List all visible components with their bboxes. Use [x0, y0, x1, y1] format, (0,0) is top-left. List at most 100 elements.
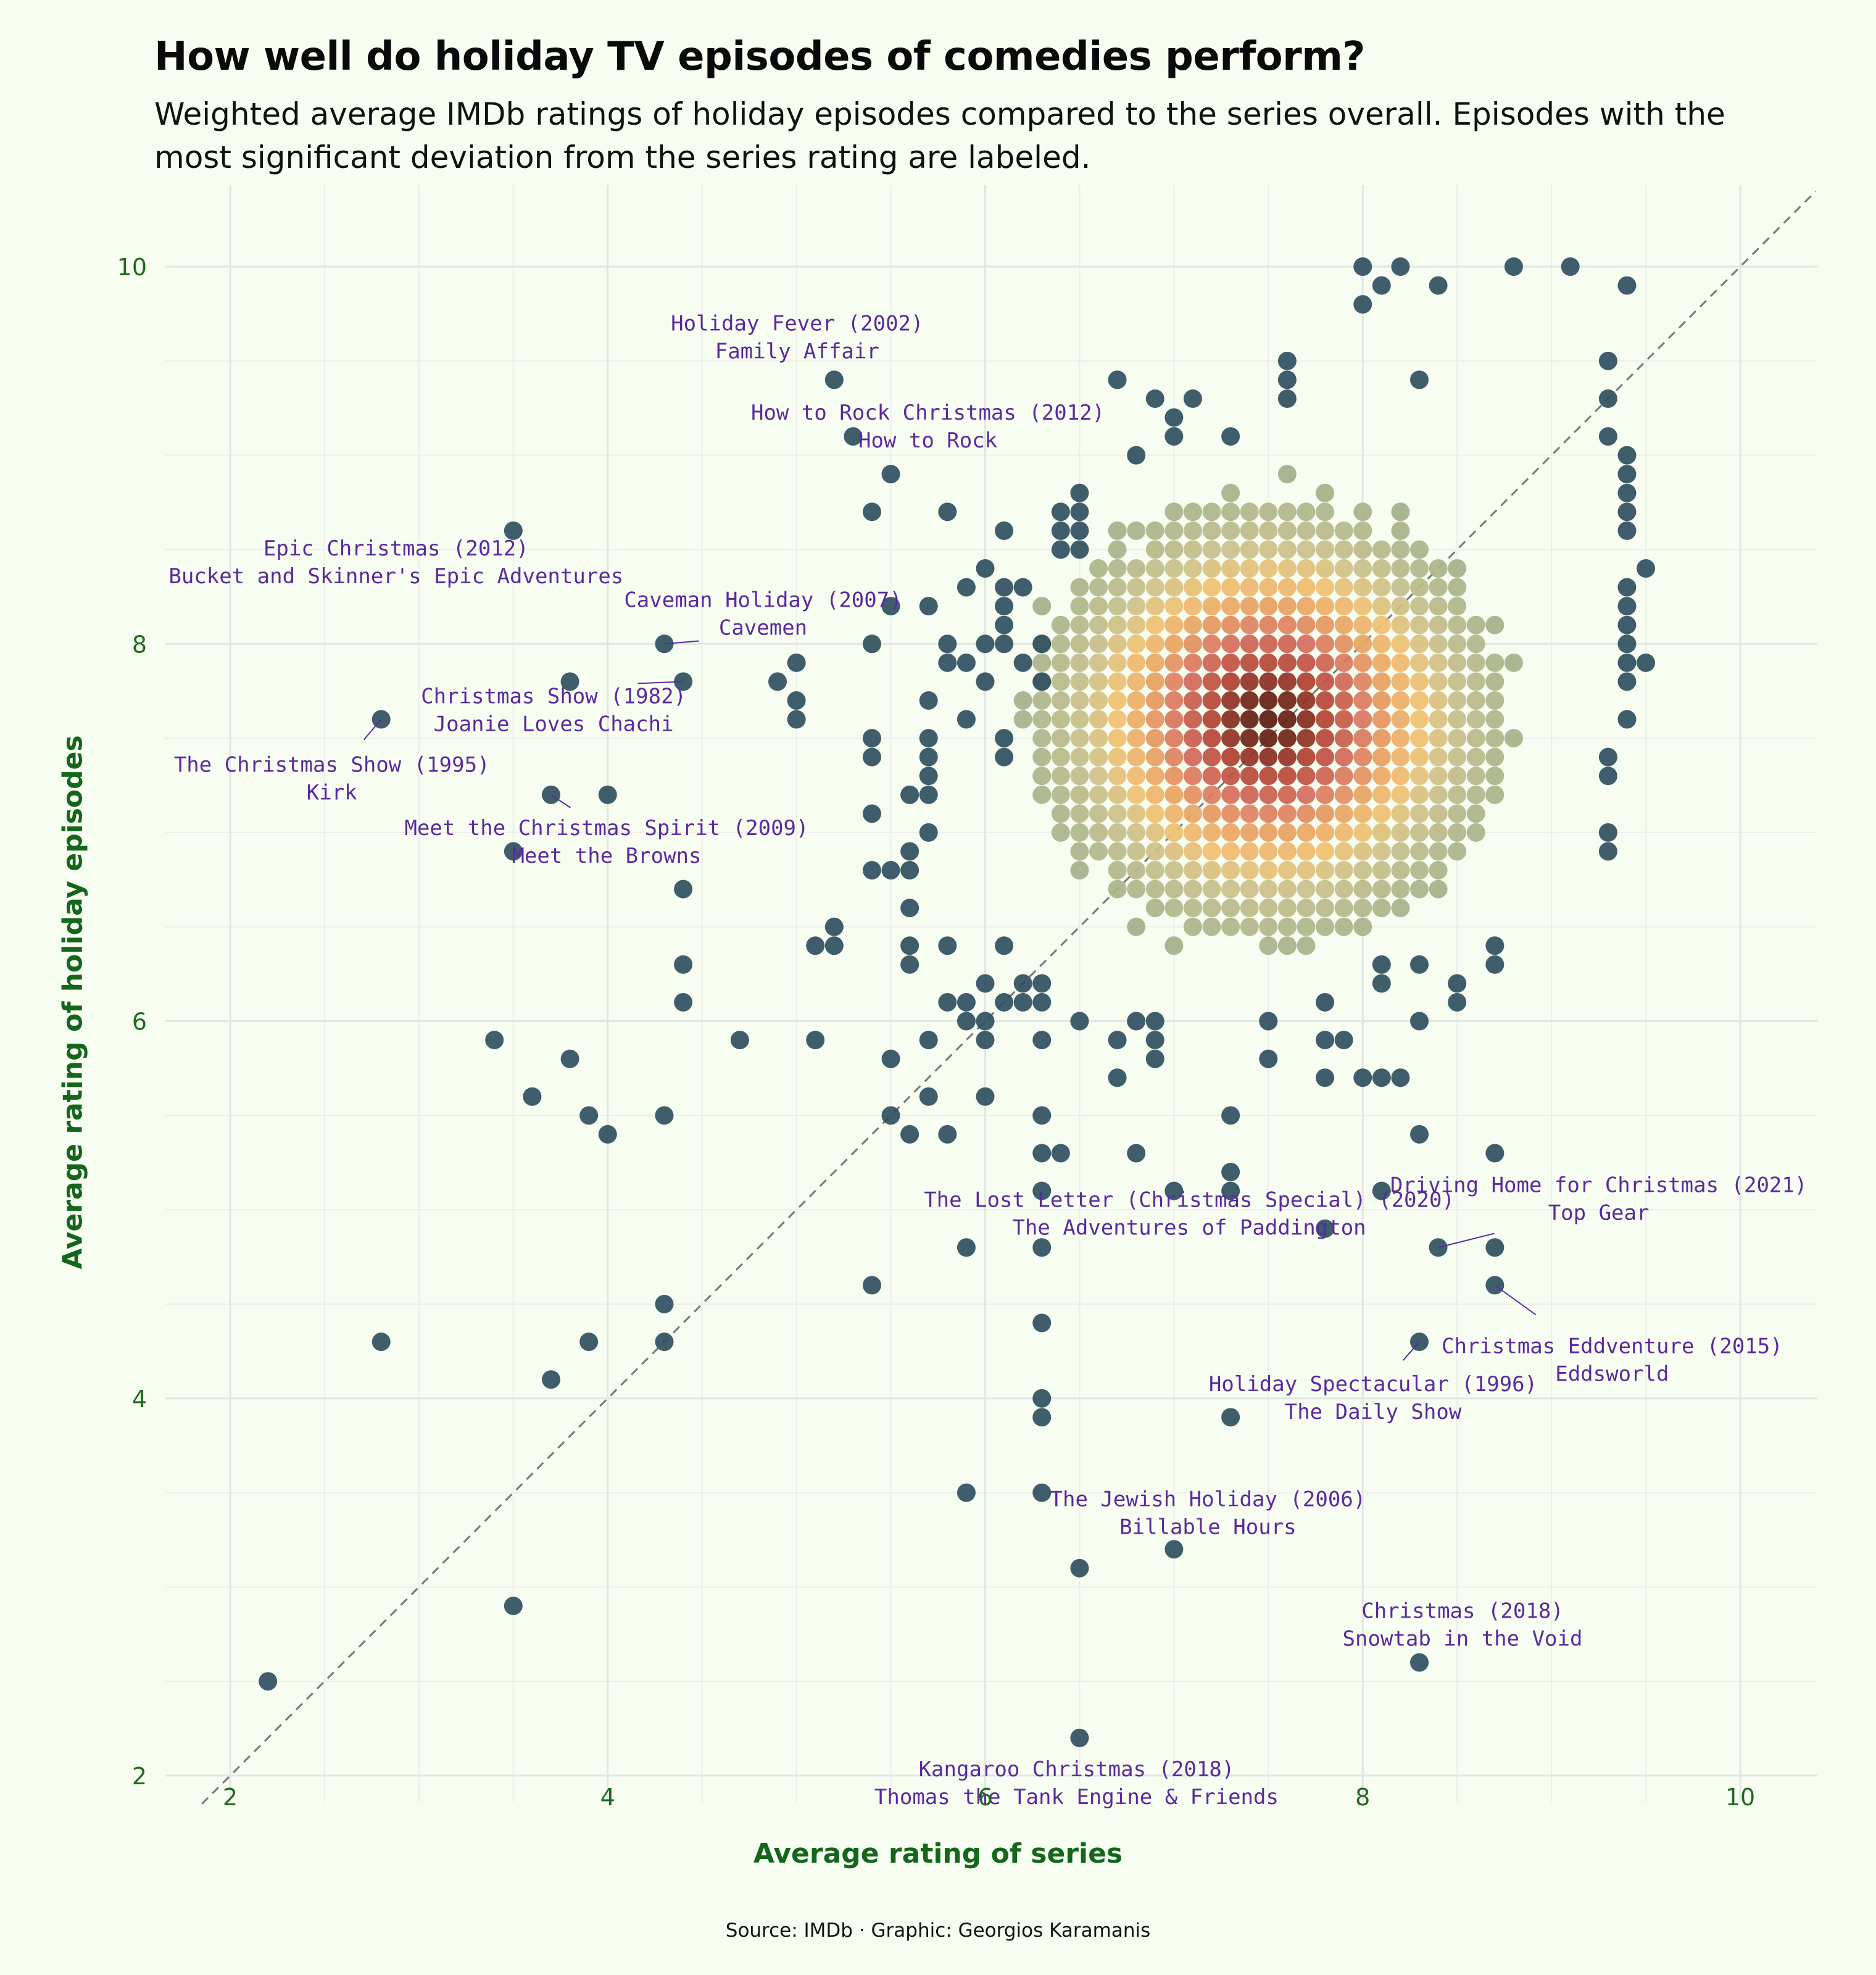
density-point — [1466, 634, 1485, 654]
episode-point — [1617, 465, 1637, 484]
density-point — [1277, 691, 1297, 710]
density-point — [1334, 861, 1353, 879]
density-point — [1277, 653, 1297, 672]
episode-point — [1598, 427, 1617, 446]
density-point — [1127, 823, 1146, 842]
episode-point — [1617, 578, 1637, 597]
density-point — [1259, 559, 1278, 578]
density-point — [1259, 578, 1278, 597]
density-point — [1127, 615, 1146, 634]
episode-point — [862, 634, 881, 654]
density-point — [1504, 729, 1523, 748]
episode-point — [1410, 1125, 1429, 1144]
density-point — [1316, 729, 1335, 748]
density-point — [1372, 559, 1391, 578]
density-point — [1108, 559, 1127, 578]
episode-point — [1032, 1408, 1052, 1427]
episode-point — [1353, 257, 1372, 276]
annotation-series: Bucket and Skinner's Epic Adventures — [168, 564, 623, 589]
density-point — [1183, 879, 1202, 899]
density-point — [1221, 747, 1240, 767]
density-point — [1202, 540, 1221, 559]
density-point — [1145, 615, 1164, 634]
density-point — [1202, 502, 1221, 522]
density-point — [1316, 747, 1335, 767]
episode-point — [1353, 1068, 1372, 1087]
density-point — [1429, 634, 1448, 654]
density-point — [1089, 785, 1108, 804]
density-point — [1089, 653, 1108, 672]
annotation-series: Thomas the Tank Engine & Friends — [874, 1785, 1279, 1810]
episode-point — [862, 804, 881, 823]
annotation-leader — [550, 794, 571, 809]
density-point — [1353, 710, 1372, 729]
density-point — [1070, 804, 1089, 823]
episode-point — [900, 1125, 919, 1144]
density-point — [1316, 653, 1335, 672]
density-point — [1277, 917, 1297, 936]
density-point — [1202, 521, 1221, 540]
density-point — [1353, 747, 1372, 767]
density-point — [1316, 502, 1335, 522]
episode-point — [1485, 1238, 1505, 1257]
density-point — [1259, 767, 1278, 786]
density-point — [1089, 729, 1108, 748]
episode-point — [976, 672, 995, 691]
episode-point — [1221, 1181, 1240, 1200]
episode-point — [523, 1087, 542, 1106]
chart-title: How well do holiday TV episodes of comed… — [154, 34, 1366, 80]
density-point — [1202, 767, 1221, 786]
density-point — [1183, 502, 1202, 522]
density-point — [1070, 785, 1089, 804]
density-point — [1183, 899, 1202, 918]
density-point — [1070, 615, 1089, 634]
density-point — [1316, 879, 1335, 899]
density-point — [1164, 634, 1184, 654]
density-point — [1221, 672, 1240, 691]
density-point — [1316, 634, 1335, 654]
density-point — [1277, 804, 1297, 823]
density-point — [1070, 672, 1089, 691]
density-point — [1277, 710, 1297, 729]
episode-point — [919, 767, 938, 786]
episode-point — [560, 1049, 579, 1068]
episode-point — [1013, 992, 1032, 1012]
density-point — [1391, 747, 1410, 767]
density-point — [1089, 804, 1108, 823]
density-point — [1202, 785, 1221, 804]
density-point — [1448, 691, 1467, 710]
episode-point — [1504, 257, 1523, 276]
density-point — [1410, 615, 1429, 634]
y-tick-label: 4 — [132, 1386, 147, 1413]
x-tick-label: 10 — [1725, 1784, 1755, 1811]
density-point — [1127, 879, 1146, 899]
density-point — [1202, 842, 1221, 861]
episode-point — [919, 785, 938, 804]
density-point — [1410, 578, 1429, 597]
density-point — [1277, 502, 1297, 522]
episode-point — [1410, 1012, 1429, 1031]
episode-point — [1598, 351, 1617, 370]
episode-point — [1127, 1144, 1146, 1163]
density-point — [1259, 899, 1278, 918]
density-point — [1183, 747, 1202, 767]
density-point — [1145, 578, 1164, 597]
x-axis-ticks: 2 4 6 8 10 — [223, 1784, 1755, 1811]
density-point — [1316, 597, 1335, 616]
density-point — [1334, 559, 1353, 578]
density-point — [1183, 540, 1202, 559]
density-point — [1259, 634, 1278, 654]
density-point — [1466, 691, 1485, 710]
episode-point — [1145, 389, 1164, 408]
density-point — [1410, 729, 1429, 748]
density-point — [1259, 502, 1278, 522]
episode-point — [485, 1031, 504, 1050]
density-point — [1391, 899, 1410, 918]
episode-point — [1032, 1313, 1052, 1333]
episode-point — [938, 653, 957, 672]
density-point — [1353, 729, 1372, 748]
episode-point — [259, 1672, 278, 1691]
episode-point — [1127, 446, 1146, 465]
episode-point — [504, 842, 523, 861]
